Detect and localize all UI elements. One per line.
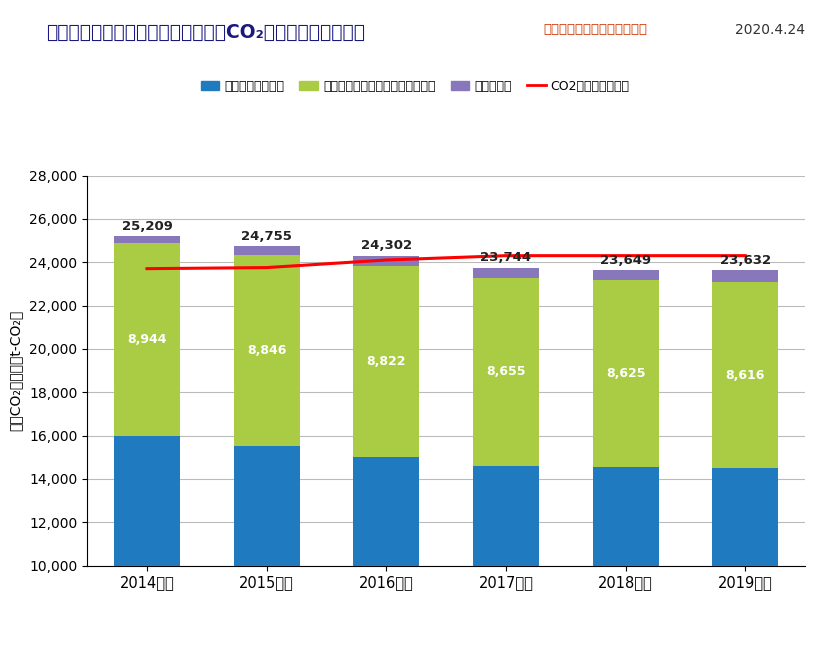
Text: 8,822: 8,822 xyxy=(367,355,406,368)
Bar xyxy=(593,280,658,467)
Text: 14,613: 14,613 xyxy=(482,618,530,630)
Bar xyxy=(114,242,180,436)
Bar xyxy=(234,447,300,650)
Bar xyxy=(234,255,300,447)
Bar xyxy=(593,467,658,650)
Text: 23,632: 23,632 xyxy=(720,254,771,267)
Bar xyxy=(473,268,539,278)
Text: 15,499: 15,499 xyxy=(242,608,290,621)
Bar xyxy=(354,266,419,457)
Bar xyxy=(354,255,419,266)
Text: 14,483: 14,483 xyxy=(721,619,769,632)
Text: 15,956: 15,956 xyxy=(123,603,171,616)
Text: 8,616: 8,616 xyxy=(725,369,765,382)
Text: 24,755: 24,755 xyxy=(242,229,292,242)
Text: 23,649: 23,649 xyxy=(600,254,652,266)
Text: 15,020: 15,020 xyxy=(362,613,411,626)
Text: 25,209: 25,209 xyxy=(121,220,173,233)
Text: 2020.4.24: 2020.4.24 xyxy=(735,23,805,37)
Bar xyxy=(114,236,180,242)
Text: 8,655: 8,655 xyxy=(486,365,525,378)
Text: 8,625: 8,625 xyxy=(606,367,646,380)
Bar xyxy=(114,436,180,650)
Y-axis label: 累積CO₂排出量（t-CO₂）: 累積CO₂排出量（t-CO₂） xyxy=(8,310,22,431)
Text: 帝京大学　板橋キャンパス　年度別CO₂排出量推移（累積）: 帝京大学 板橋キャンパス 年度別CO₂排出量推移（累積） xyxy=(46,23,364,42)
Bar xyxy=(473,465,539,650)
Text: 14,544: 14,544 xyxy=(602,618,650,631)
Text: 24,302: 24,302 xyxy=(361,239,412,252)
Bar xyxy=(712,270,779,281)
Text: 23,744: 23,744 xyxy=(481,252,531,265)
Bar xyxy=(593,270,658,280)
Bar xyxy=(354,457,419,650)
Bar xyxy=(712,469,779,650)
Text: 8,846: 8,846 xyxy=(247,344,286,357)
Text: ［東京都条例管理用グラフ］: ［東京都条例管理用グラフ］ xyxy=(544,23,647,36)
Text: 8,944: 8,944 xyxy=(127,333,167,346)
Bar xyxy=(234,246,300,255)
Bar xyxy=(712,281,779,469)
Bar xyxy=(473,278,539,465)
Legend: 病院・本部棟累積, 大学棟本館・１号館・２号館累積, その他累積, CO2排出上限量累積: 病院・本部棟累積, 大学棟本館・１号館・２号館累積, その他累積, CO2排出上… xyxy=(196,75,634,98)
